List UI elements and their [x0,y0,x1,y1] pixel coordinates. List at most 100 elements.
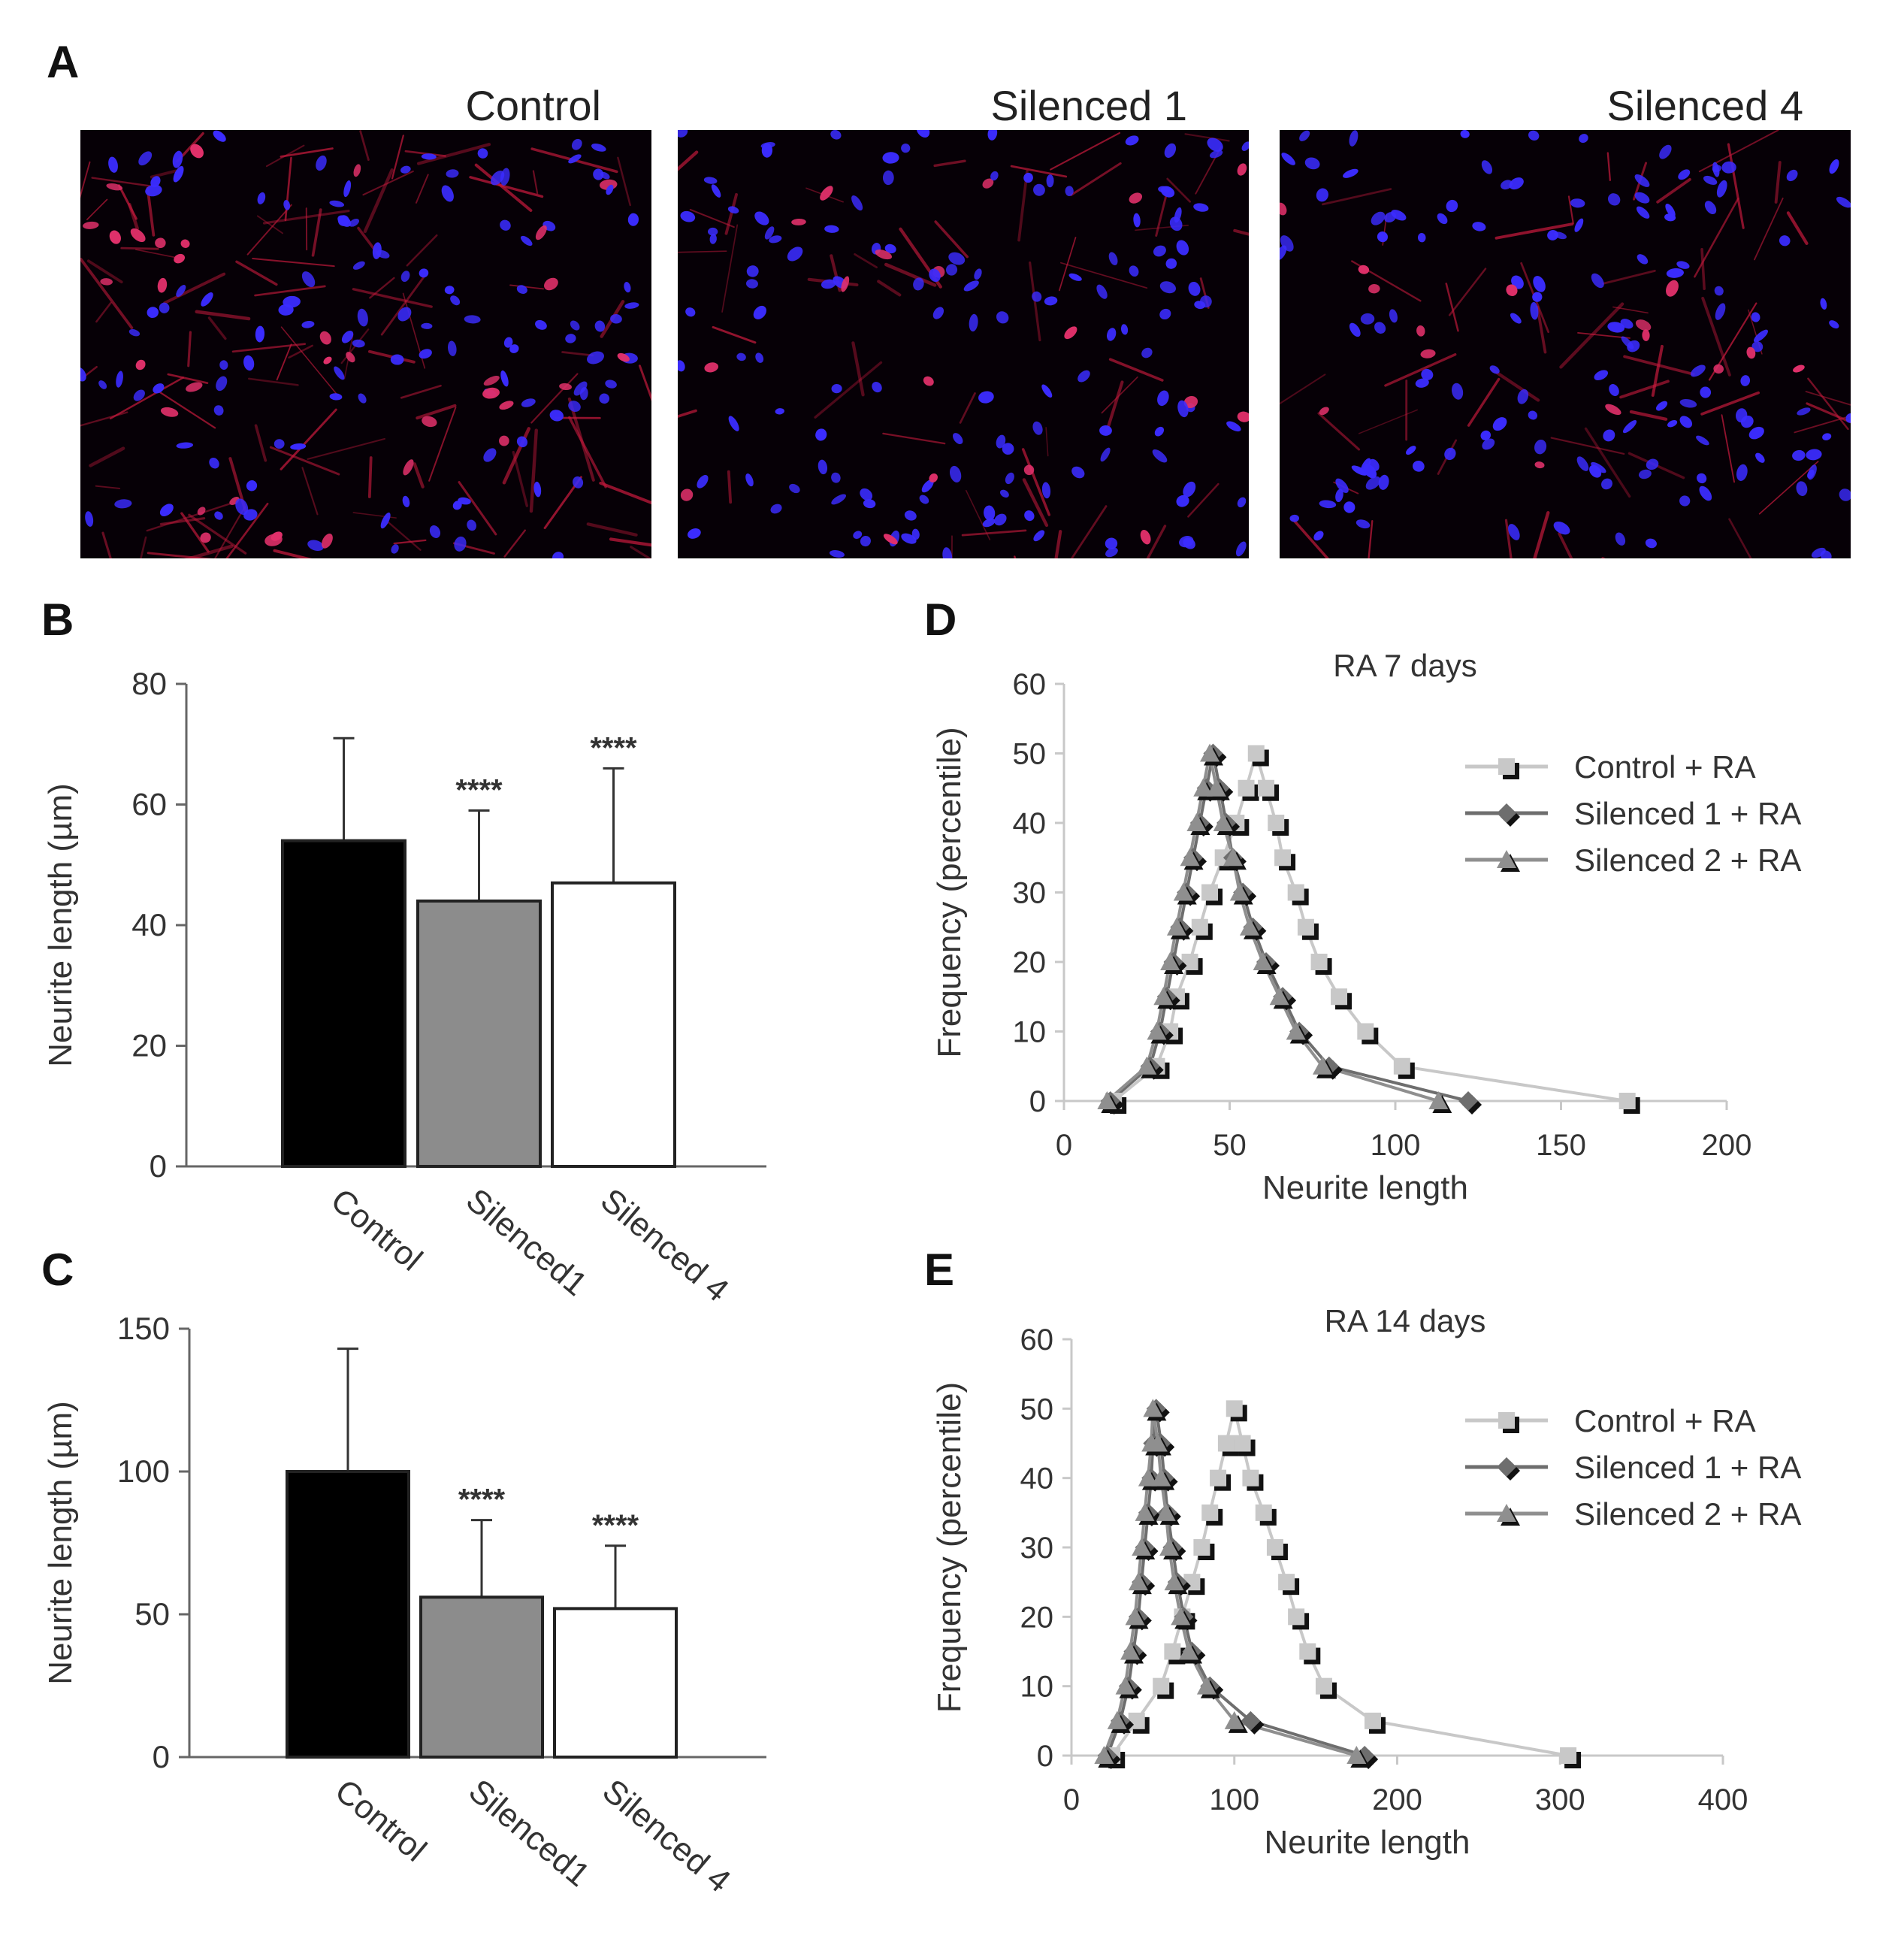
cell-nucleus [544,277,558,291]
cell-nucleus [1489,365,1500,374]
cell-nucleus [610,313,622,324]
cell-nucleus [987,130,998,141]
cell-nucleus [1696,435,1709,446]
cell-nucleus [872,382,882,393]
cell-process [1567,195,1574,225]
cell-nucleus [270,531,283,541]
cell-nucleus [882,152,899,164]
cell-nucleus [1638,469,1652,479]
y-tick-label: 0 [150,1148,167,1184]
cell-process [367,456,373,498]
cell-nucleus [516,436,528,448]
cell-nucleus [1064,326,1077,340]
cell-nucleus [160,407,179,417]
cell-nucleus [982,518,996,528]
cell-process [1805,391,1851,406]
cell-nucleus [1655,401,1668,411]
cell-nucleus [1532,292,1543,302]
data-point-triangle [1138,1468,1158,1487]
cell-process [280,408,337,470]
cell-nucleus [1360,313,1375,325]
cell-nucleus [190,144,204,159]
cell-nucleus [1533,276,1546,292]
cell-nucleus [349,218,360,227]
cell-process [1619,380,1670,399]
cell-process [959,392,976,424]
cell-nucleus [1420,349,1436,358]
cell-nucleus [1165,258,1177,269]
cell-nucleus [283,295,301,308]
data-point-square [1299,1643,1316,1660]
cell-nucleus [1316,188,1328,202]
y-tick-label: 20 [1020,1601,1054,1634]
cell-nucleus [176,442,194,449]
cell-process [1533,511,1550,558]
cell-nucleus [953,433,963,445]
cell-nucleus [128,329,141,337]
cell-nucleus [599,393,610,404]
cell-nucleus [329,393,343,401]
data-point-triangle [1137,1056,1157,1075]
y-tick-label: 150 [117,1311,170,1346]
cell-nucleus [1792,449,1806,461]
cell-nucleus [83,221,99,229]
cell-nucleus [213,405,224,416]
cell-nucleus [1194,301,1205,310]
cell-nucleus [728,416,739,431]
cell-process [86,259,123,284]
cell-process [1445,283,1459,332]
data-point-triangle [1135,1502,1155,1521]
cell-process [1774,161,1782,204]
cell-process [1045,427,1049,457]
data-point-square [1287,884,1304,901]
cell-nucleus [138,151,153,166]
x-tick-label: 200 [1372,1783,1422,1816]
cell-nucleus [818,459,828,475]
cell-nucleus [307,540,324,552]
bar-control [286,1470,410,1759]
cell-process [262,209,350,225]
cell-nucleus [831,494,847,505]
data-point-diamond [1497,803,1516,823]
chart-e-frequency-line: RA 14 days Frequency (percentile) Neurite … [931,1303,1801,1861]
cell-nucleus [1209,150,1223,159]
cell-nucleus [1183,481,1196,498]
cell-nucleus [1415,378,1429,388]
data-point-triangle [1094,1746,1114,1764]
micrograph-title-control: Control [465,82,601,129]
cell-nucleus [1125,135,1139,146]
data-point-triangle [1115,1676,1135,1695]
data-point-square [1238,779,1255,797]
bar-silenced1 [419,1596,544,1759]
chart-b-neurite-length-bar: Neurite length (µm) 0 20 40 60 80 Control **** S… [42,666,766,1309]
cell-nucleus [116,371,123,388]
cell-nucleus [1313,531,1324,541]
cell-nucleus [591,144,606,152]
cell-process [1021,448,1051,516]
bar-silenced1 [416,899,542,1168]
cell-process [638,364,651,402]
cell-nucleus [820,186,833,201]
cell-nucleus [1820,298,1827,310]
cell-nucleus [1510,313,1522,324]
cell-process [502,427,531,485]
cell-nucleus [727,206,739,214]
cell-nucleus [1621,336,1634,349]
data-point-square [1297,918,1314,936]
cell-nucleus [1335,478,1349,494]
cell-nucleus [100,278,113,286]
data-point-square [1393,1057,1410,1075]
cell-nucleus [400,271,410,283]
cell-process [1694,197,1739,278]
data-point-square [1310,954,1328,970]
cell-process [109,377,184,420]
cell-nucleus [770,504,782,514]
cell-nucleus [853,531,863,539]
cell-nucleus [1615,532,1626,546]
cell-nucleus [1829,159,1839,174]
significance-marker: **** [590,731,637,764]
legend-label: Silenced 2 + RA [1574,842,1801,878]
cell-nucleus [391,544,399,554]
cell-nucleus [329,200,345,207]
cell-nucleus [155,237,166,249]
